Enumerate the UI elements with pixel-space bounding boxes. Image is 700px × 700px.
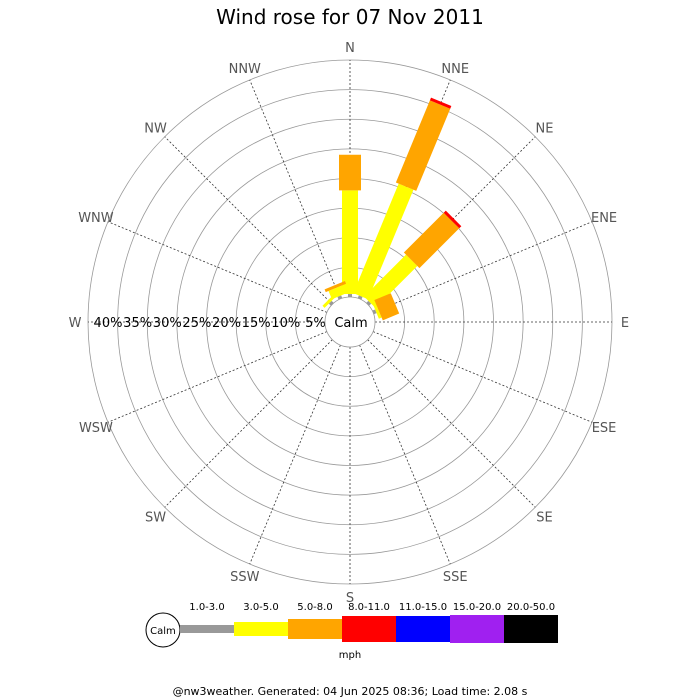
radial-percent-label: 20% bbox=[212, 316, 241, 331]
grid-spoke bbox=[367, 339, 536, 508]
wind-bar-segment bbox=[324, 281, 347, 293]
wind-bar-segment bbox=[353, 183, 414, 300]
wind-bar-segment bbox=[366, 300, 372, 306]
legend-range-label: 15.0-20.0 bbox=[453, 602, 501, 613]
direction-label: ENE bbox=[591, 211, 617, 226]
radial-percent-label: 15% bbox=[242, 316, 271, 331]
wind-bar-segment bbox=[374, 293, 400, 321]
wind-bar-segment bbox=[328, 300, 334, 306]
wind-bar-segment bbox=[403, 212, 460, 269]
direction-label: NW bbox=[144, 122, 167, 137]
legend-range-label: 1.0-3.0 bbox=[189, 602, 224, 613]
radial-percent-label: 10% bbox=[271, 316, 300, 331]
calm-center: Calm bbox=[324, 296, 376, 348]
legend-calm-label: Calm bbox=[150, 626, 176, 637]
grid-spoke bbox=[359, 344, 451, 565]
legend-swatch bbox=[504, 615, 558, 643]
footer-text: @nw3weather. Generated: 04 Jun 2025 08:3… bbox=[173, 685, 528, 698]
legend-swatch bbox=[396, 616, 450, 642]
direction-label: ESE bbox=[592, 421, 617, 436]
grid-spoke bbox=[164, 136, 333, 305]
direction-label: W bbox=[69, 316, 82, 331]
direction-label: N bbox=[345, 41, 355, 56]
radial-percent-label: 35% bbox=[123, 316, 152, 331]
direction-label: NE bbox=[535, 122, 553, 137]
legend-range-label: 5.0-8.0 bbox=[297, 602, 332, 613]
direction-label: WNW bbox=[78, 211, 114, 226]
legend-swatch bbox=[342, 616, 396, 642]
direction-label: SE bbox=[536, 510, 552, 525]
radial-percent-labels: 40% 35% 30% 25% 20% 15% 10% 5% bbox=[94, 316, 326, 331]
wind-bar-segment bbox=[395, 100, 451, 191]
direction-label: WSW bbox=[79, 421, 113, 436]
grid-ring bbox=[117, 89, 583, 555]
direction-labels: N NNE NE ENE E ESE SE SSE S SSW SW WSW W WNW NW NNW bbox=[69, 41, 630, 606]
direction-label: S bbox=[346, 591, 354, 606]
speed-legend: Calm 1.0-3.0 3.0-5.0 5.0-8.0 8.0-11.0 11.0-15… bbox=[145, 602, 558, 661]
wind-bar-segment bbox=[364, 254, 418, 308]
legend-range-label: 11.0-15.0 bbox=[399, 602, 447, 613]
direction-label: SSE bbox=[443, 570, 468, 585]
grid-spoke bbox=[372, 331, 593, 423]
grid-spoke bbox=[164, 339, 333, 508]
grid-spoke bbox=[249, 344, 341, 565]
wind-bar-segment bbox=[328, 284, 347, 300]
grid-spoke bbox=[249, 79, 341, 300]
wind-bar-segment bbox=[357, 295, 363, 300]
wind-bars bbox=[322, 97, 462, 321]
direction-label: NNW bbox=[229, 62, 261, 77]
wind-bar-segment bbox=[443, 210, 462, 229]
wind-bar-segment bbox=[372, 309, 377, 315]
legend-swatch bbox=[450, 615, 504, 643]
calm-label: Calm bbox=[334, 316, 367, 331]
direction-label: SW bbox=[145, 510, 166, 525]
direction-label: E bbox=[621, 316, 629, 331]
wind-bar-segment bbox=[322, 294, 336, 308]
wind-bar-segment bbox=[429, 97, 452, 109]
radial-percent-label: 40% bbox=[94, 316, 123, 331]
direction-label: NNE bbox=[441, 62, 469, 77]
chart-title: Wind rose for 07 Nov 2011 bbox=[216, 5, 484, 29]
legend-range-label: 20.0-50.0 bbox=[507, 602, 555, 613]
grid-spoke bbox=[107, 331, 328, 423]
legend-range-label: 8.0-11.0 bbox=[348, 602, 390, 613]
calm-circle bbox=[324, 296, 376, 348]
grid-spoke bbox=[372, 221, 593, 313]
wind-bar-segment bbox=[337, 295, 343, 300]
grid-spoke bbox=[367, 136, 536, 305]
radial-percent-label: 5% bbox=[305, 316, 326, 331]
direction-label: SSW bbox=[230, 570, 260, 585]
legend-swatch bbox=[234, 622, 288, 636]
legend-swatch bbox=[180, 625, 234, 633]
legend-units: mph bbox=[339, 650, 361, 661]
legend-range-label: 3.0-5.0 bbox=[243, 602, 278, 613]
radial-percent-label: 30% bbox=[153, 316, 182, 331]
radial-percent-label: 25% bbox=[182, 316, 211, 331]
grid-spoke bbox=[107, 221, 328, 313]
legend-swatch bbox=[288, 619, 342, 639]
wind-bar-segment bbox=[372, 302, 382, 319]
